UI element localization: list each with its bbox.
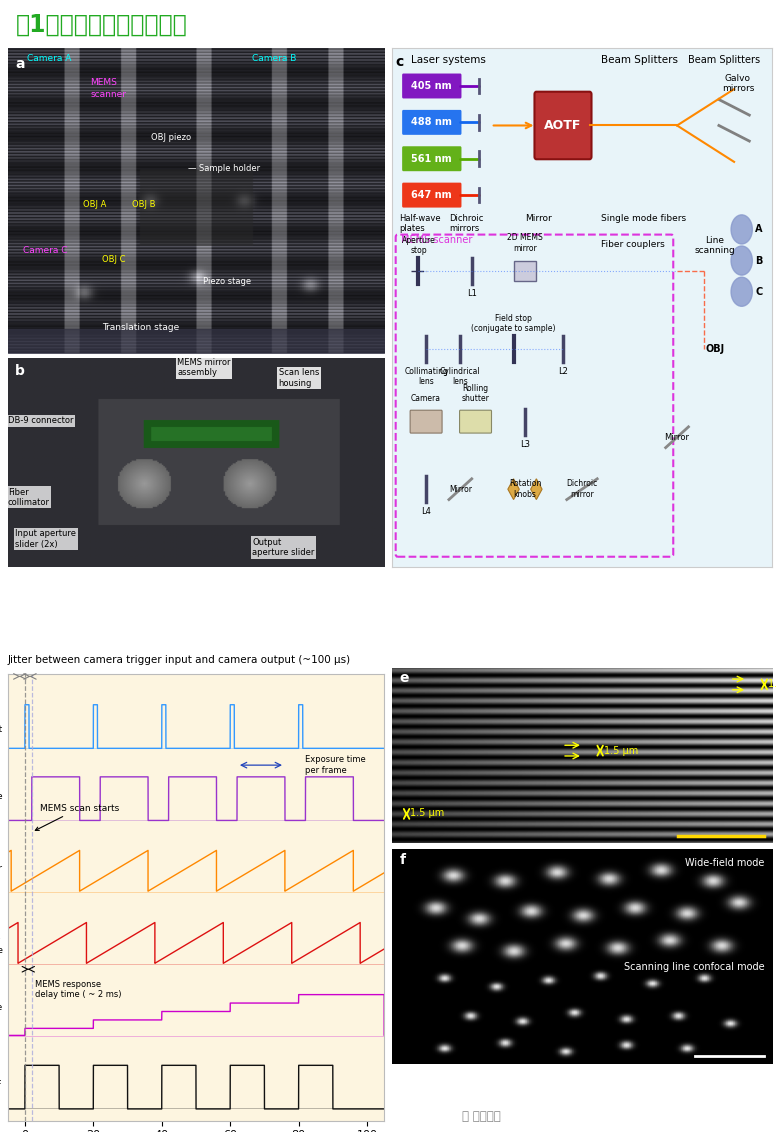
Text: 561 nm: 561 nm xyxy=(411,154,452,164)
Text: Output
aperture slider: Output aperture slider xyxy=(252,538,315,557)
FancyBboxPatch shape xyxy=(459,410,491,434)
Text: Rolling
shutter: Rolling shutter xyxy=(462,384,490,403)
Text: 1.5 μm: 1.5 μm xyxy=(604,746,638,756)
Text: MEMS
scanner
response: MEMS scanner response xyxy=(0,926,2,955)
Text: OBJ: OBJ xyxy=(705,344,725,354)
Polygon shape xyxy=(514,260,536,282)
Text: Camera
exposure
output: Camera exposure output xyxy=(0,781,2,811)
Text: Cylindrical
lens: Cylindrical lens xyxy=(440,367,480,386)
Text: DB-9 connector: DB-9 connector xyxy=(8,417,73,426)
Text: Camera: Camera xyxy=(411,394,441,403)
Text: e: e xyxy=(400,671,409,685)
Text: Input aperture
slider (2x): Input aperture slider (2x) xyxy=(16,530,76,549)
FancyBboxPatch shape xyxy=(402,146,462,171)
Text: Single mode fibers: Single mode fibers xyxy=(601,214,686,223)
Text: Galvo
mirrors: Galvo mirrors xyxy=(722,74,754,93)
Text: AOTF: AOTF xyxy=(544,119,582,132)
Polygon shape xyxy=(531,479,542,499)
Text: MEMS: MEMS xyxy=(91,78,117,87)
Text: MEMS response
delay time ( ~ 2 ms): MEMS response delay time ( ~ 2 ms) xyxy=(35,980,122,1000)
Text: OBJ A: OBJ A xyxy=(83,200,106,209)
Text: Camera A: Camera A xyxy=(26,53,71,62)
Text: Laser systems: Laser systems xyxy=(411,55,486,66)
Text: c: c xyxy=(395,55,404,69)
Circle shape xyxy=(731,215,753,245)
Text: a: a xyxy=(16,57,25,70)
Text: 🔍 光学前沿: 🔍 光学前沿 xyxy=(462,1110,501,1123)
Text: MEMS
scanner
input: MEMS scanner input xyxy=(0,854,2,883)
Text: Mirror: Mirror xyxy=(525,214,552,223)
Text: Camera B: Camera B xyxy=(252,53,296,62)
Circle shape xyxy=(731,246,753,275)
Text: OBJ piezo: OBJ piezo xyxy=(151,134,191,143)
Text: A: A xyxy=(755,224,763,234)
Text: — Sample holder: — Sample holder xyxy=(189,164,261,173)
Text: L2: L2 xyxy=(558,367,568,376)
Text: 405 nm: 405 nm xyxy=(411,82,452,91)
Text: 1.5 μm: 1.5 μm xyxy=(767,679,776,689)
FancyBboxPatch shape xyxy=(402,110,462,135)
Text: Dichroic
mirrors: Dichroic mirrors xyxy=(449,214,483,233)
Text: 图1、多视图共聚焦显微镜: 图1、多视图共聚焦显微镜 xyxy=(16,12,187,37)
Text: Beam Splitters: Beam Splitters xyxy=(601,55,678,66)
Text: Camera C: Camera C xyxy=(23,247,68,255)
Text: Scan lens
housing: Scan lens housing xyxy=(279,368,319,387)
Text: Camera
trigger input: Camera trigger input xyxy=(0,714,2,734)
Polygon shape xyxy=(508,479,519,499)
Text: scanner: scanner xyxy=(91,91,126,100)
Text: L3: L3 xyxy=(520,440,530,448)
Text: 488 nm: 488 nm xyxy=(411,118,452,128)
Text: L1: L1 xyxy=(467,289,476,298)
Text: Beam Splitters: Beam Splitters xyxy=(688,55,760,66)
Text: Mirror: Mirror xyxy=(449,484,472,494)
Text: b: b xyxy=(16,365,25,378)
Text: Fiber
collimator: Fiber collimator xyxy=(8,488,50,507)
Text: Objective
Piezo: Objective Piezo xyxy=(0,1003,2,1022)
Text: Line
scanning: Line scanning xyxy=(695,235,736,256)
Text: Dichroic
mirror: Dichroic mirror xyxy=(566,480,598,499)
Text: 1.5 μm: 1.5 μm xyxy=(410,808,445,818)
Text: Aperture
stop: Aperture stop xyxy=(402,235,435,256)
Text: MEMS scanner: MEMS scanner xyxy=(401,234,473,245)
FancyBboxPatch shape xyxy=(402,74,462,98)
Text: Collimating
lens: Collimating lens xyxy=(404,367,448,386)
Text: Piezo stage: Piezo stage xyxy=(203,277,251,285)
Text: Jitter between camera trigger input and camera output (~100 μs): Jitter between camera trigger input and … xyxy=(8,654,351,664)
FancyBboxPatch shape xyxy=(411,410,442,434)
Text: OBJ C: OBJ C xyxy=(102,256,126,265)
Text: Half-wave
plates: Half-wave plates xyxy=(400,214,441,233)
Text: Translation stage: Translation stage xyxy=(102,323,179,332)
Text: Field stop
(conjugate to sample): Field stop (conjugate to sample) xyxy=(471,314,556,333)
Text: 2D MEMS
mirror: 2D MEMS mirror xyxy=(507,233,543,252)
Text: Wide-field mode: Wide-field mode xyxy=(685,858,764,868)
Text: AOTF: AOTF xyxy=(0,1080,2,1089)
Text: Exposure time
per frame: Exposure time per frame xyxy=(306,755,366,774)
FancyBboxPatch shape xyxy=(402,182,462,207)
FancyBboxPatch shape xyxy=(535,92,591,160)
Text: 647 nm: 647 nm xyxy=(411,190,452,200)
Text: f: f xyxy=(400,854,406,867)
Circle shape xyxy=(731,277,753,307)
Text: L4: L4 xyxy=(421,507,431,516)
Text: B: B xyxy=(755,256,762,266)
Text: OBJ B: OBJ B xyxy=(132,200,155,209)
Text: Mirror: Mirror xyxy=(664,432,690,441)
Text: Fiber couplers: Fiber couplers xyxy=(601,240,665,249)
Text: MEMS scan starts: MEMS scan starts xyxy=(35,804,120,831)
Text: Rotation
knobs: Rotation knobs xyxy=(509,480,541,499)
Text: MEMS mirror
assembly: MEMS mirror assembly xyxy=(177,358,230,377)
Text: Scanning line confocal mode: Scanning line confocal mode xyxy=(624,962,764,972)
Text: C: C xyxy=(755,286,762,297)
